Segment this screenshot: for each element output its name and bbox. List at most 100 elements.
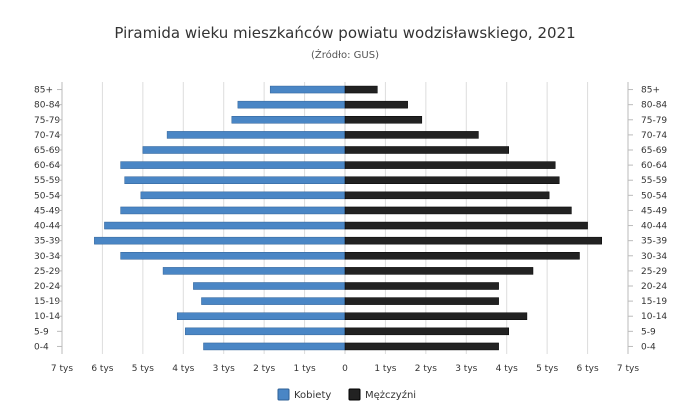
- bar-mezczyzni[interactable]: [344, 176, 560, 184]
- age-label-left: 15-19: [34, 297, 60, 307]
- age-label-right: 80-84: [641, 101, 667, 111]
- x-tick-label: 2 tys: [253, 364, 275, 374]
- age-label-right: 0-4: [641, 342, 656, 352]
- age-label-left: 85+: [34, 86, 53, 96]
- x-tick-label: 2 tys: [415, 364, 437, 374]
- legend-item-mezczyzni[interactable]: Mężczyźni: [348, 388, 416, 401]
- bar-mezczyzni[interactable]: [344, 116, 423, 124]
- axes: 7 tys 6 tys 5 tys 4 tys 3 tys 2 tys 1 tys 0 1 ty…: [34, 82, 667, 374]
- age-label-left: 20-24: [34, 282, 60, 292]
- age-label-left: 60-64: [34, 161, 60, 171]
- bar-mezczyzni[interactable]: [344, 221, 588, 230]
- bar-kobiety[interactable]: [104, 221, 346, 230]
- age-label-left: 55-59: [34, 176, 60, 186]
- legend-label-kobiety: Kobiety: [294, 390, 331, 401]
- age-label-right: 65-69: [641, 146, 667, 156]
- chart-title: Piramida wieku mieszkańców powiatu wodzi…: [114, 24, 575, 42]
- x-tick-label: 4 tys: [496, 364, 518, 374]
- age-label-left: 5-9: [34, 327, 49, 337]
- age-label-right: 35-39: [641, 237, 667, 247]
- bar-mezczyzni[interactable]: [344, 267, 534, 275]
- bar-kobiety[interactable]: [176, 312, 346, 320]
- age-label-right: 20-24: [641, 282, 667, 292]
- age-label-left: 80-84: [34, 101, 60, 111]
- age-label-right: 30-34: [641, 252, 667, 262]
- bar-mezczyzni[interactable]: [344, 236, 602, 245]
- legend-label-mezczyzni: Mężczyźni: [365, 389, 416, 401]
- x-tick-label: 6 tys: [91, 364, 113, 374]
- age-label-right: 50-54: [641, 191, 667, 201]
- bar-kobiety[interactable]: [193, 282, 346, 290]
- age-label-right: 45-49: [641, 206, 667, 216]
- grid: [61, 82, 629, 354]
- bar-mezczyzni[interactable]: [344, 252, 580, 260]
- age-label-right: 70-74: [641, 131, 667, 141]
- x-tick-label: 3 tys: [455, 364, 477, 374]
- age-label-right: 85+: [641, 86, 660, 96]
- age-label-left: 35-39: [34, 237, 60, 247]
- bar-kobiety[interactable]: [162, 267, 346, 275]
- bar-kobiety[interactable]: [124, 176, 346, 184]
- x-tick-label: 5 tys: [536, 364, 558, 374]
- age-label-left: 70-74: [34, 131, 60, 141]
- bar-mezczyzni[interactable]: [344, 85, 378, 94]
- age-label-left: 30-34: [34, 252, 60, 262]
- age-label-left: 0-4: [34, 342, 49, 352]
- age-label-left: 75-79: [34, 116, 60, 126]
- bar-mezczyzni[interactable]: [344, 191, 550, 200]
- x-tick-label: 1 tys: [294, 364, 316, 374]
- bar-kobiety[interactable]: [166, 131, 346, 139]
- age-label-left: 45-49: [34, 206, 60, 216]
- legend-item-kobiety[interactable]: Kobiety: [277, 388, 331, 401]
- bar-mezczyzni[interactable]: [344, 131, 479, 139]
- age-label-left: 40-44: [34, 222, 60, 232]
- bar-kobiety[interactable]: [120, 206, 346, 215]
- bar-mezczyzni[interactable]: [344, 100, 408, 109]
- bar-kobiety[interactable]: [201, 297, 346, 305]
- bar-kobiety[interactable]: [269, 85, 346, 94]
- bar-kobiety[interactable]: [231, 116, 346, 124]
- age-label-right: 40-44: [641, 222, 667, 232]
- legend-swatch-kobiety: [277, 388, 290, 401]
- age-label-right: 15-19: [641, 297, 667, 307]
- bars: [94, 85, 602, 351]
- x-tick-label: 6 tys: [577, 364, 599, 374]
- bar-mezczyzni[interactable]: [344, 282, 499, 290]
- bar-kobiety[interactable]: [94, 236, 346, 245]
- age-label-right: 60-64: [641, 161, 667, 171]
- age-label-right: 55-59: [641, 176, 667, 186]
- bar-kobiety[interactable]: [237, 100, 346, 109]
- legend[interactable]: Kobiety Mężczyźni: [277, 388, 416, 401]
- bar-kobiety[interactable]: [120, 161, 346, 169]
- bar-kobiety[interactable]: [140, 191, 346, 200]
- bar-mezczyzni[interactable]: [344, 312, 528, 320]
- age-label-left: 50-54: [34, 191, 60, 201]
- age-label-right: 75-79: [641, 116, 667, 126]
- x-tick-label: 0: [342, 364, 348, 374]
- bar-mezczyzni[interactable]: [344, 161, 556, 169]
- x-tick-label: 1 tys: [374, 364, 396, 374]
- x-tick-label: 7 tys: [51, 364, 73, 374]
- age-label-left: 25-29: [34, 267, 60, 277]
- age-label-left: 65-69: [34, 146, 60, 156]
- age-label-right: 10-14: [641, 312, 667, 322]
- bar-kobiety[interactable]: [185, 327, 346, 336]
- age-label-right: 5-9: [641, 327, 656, 337]
- x-tick-label: 4 tys: [172, 364, 194, 374]
- bar-mezczyzni[interactable]: [344, 206, 572, 215]
- bar-kobiety[interactable]: [142, 146, 346, 154]
- bar-kobiety[interactable]: [203, 342, 346, 351]
- age-label-left: 10-14: [34, 312, 60, 322]
- bar-mezczyzni[interactable]: [344, 146, 509, 154]
- bar-mezczyzni[interactable]: [344, 327, 509, 336]
- bar-kobiety[interactable]: [120, 252, 346, 260]
- bar-mezczyzni[interactable]: [344, 342, 499, 351]
- x-tick-label: 3 tys: [213, 364, 235, 374]
- chart-subtitle: (Źródło: GUS): [311, 48, 379, 61]
- age-label-right: 25-29: [641, 267, 667, 277]
- x-tick-label: 5 tys: [132, 364, 154, 374]
- legend-swatch-mezczyzni: [348, 388, 361, 401]
- bar-mezczyzni[interactable]: [344, 297, 499, 305]
- x-tick-label: 7 tys: [617, 364, 639, 374]
